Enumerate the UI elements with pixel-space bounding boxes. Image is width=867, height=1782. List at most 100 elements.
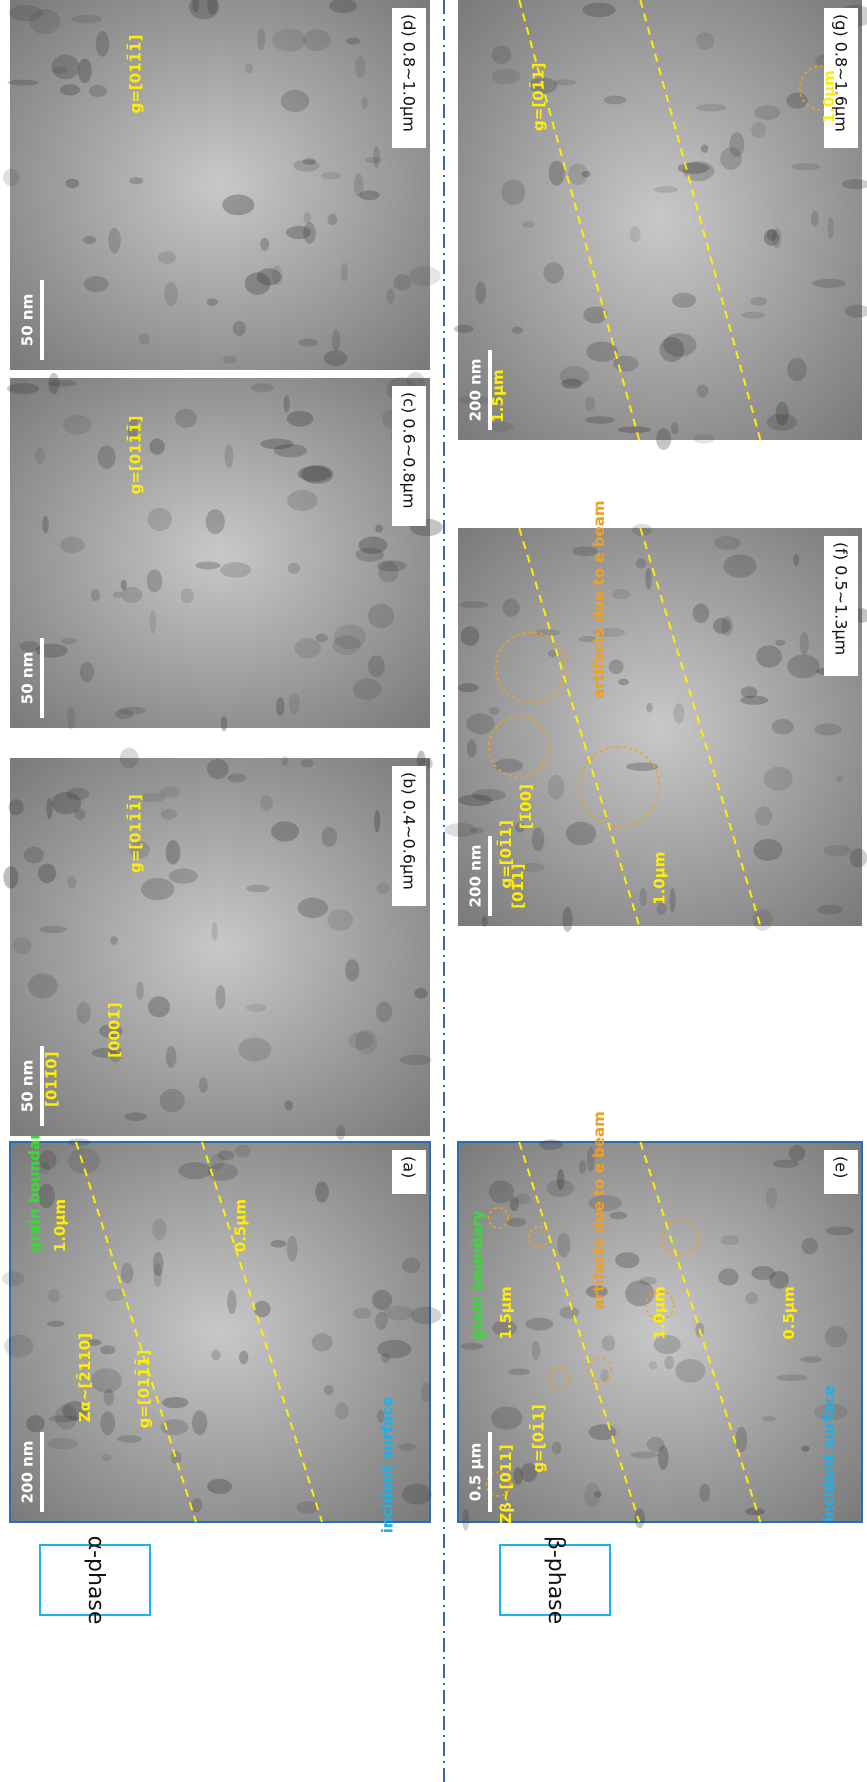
texture — [609, 1212, 627, 1219]
texture — [659, 337, 684, 362]
texture — [254, 1301, 271, 1318]
texture — [7, 383, 39, 394]
texture — [646, 703, 653, 713]
texture — [270, 1240, 286, 1248]
texture — [374, 810, 380, 833]
texture — [746, 1292, 758, 1305]
texture — [91, 589, 100, 601]
scale-bar-label: 200 nm — [19, 1441, 37, 1504]
texture — [284, 395, 290, 413]
texture — [220, 562, 251, 577]
texture — [546, 1180, 574, 1197]
panel-label: (e) — [832, 1156, 851, 1178]
texture — [583, 306, 607, 323]
texture — [322, 827, 338, 847]
annotation: 1.5μm — [489, 369, 507, 422]
texture — [67, 876, 76, 889]
texture — [466, 713, 494, 734]
texture — [136, 981, 144, 1000]
panel: (b) 0.4~0.6μm50 nm[011̄0][0001̄]g=[011̄1… — [3, 748, 432, 1141]
texture — [630, 226, 641, 242]
texture — [543, 262, 564, 283]
texture — [672, 293, 696, 308]
texture — [48, 1289, 60, 1303]
texture — [26, 1415, 45, 1432]
texture — [787, 358, 807, 382]
texture — [332, 329, 340, 351]
texture — [301, 759, 314, 767]
micrograph — [10, 758, 430, 1136]
texture — [80, 662, 94, 682]
texture — [47, 1438, 78, 1449]
texture — [387, 289, 395, 304]
texture — [207, 298, 218, 305]
texture — [766, 1187, 777, 1209]
texture — [298, 898, 328, 919]
annotation: artifacts due to e beam — [590, 1111, 608, 1309]
texture — [772, 719, 794, 735]
texture — [753, 909, 773, 931]
texture — [257, 268, 281, 285]
texture — [246, 885, 270, 893]
texture — [675, 1359, 705, 1382]
texture — [402, 1258, 420, 1274]
texture — [701, 144, 708, 152]
texture — [764, 767, 793, 791]
texture — [162, 1397, 189, 1408]
texture — [467, 739, 476, 757]
texture — [227, 1290, 236, 1314]
texture — [426, 758, 433, 769]
panel: (d) 0.8~1.0μm50 nmg=[011̄1̄] — [3, 0, 440, 370]
texture — [539, 1139, 563, 1150]
texture — [233, 321, 246, 336]
texture — [149, 438, 164, 454]
texture — [376, 1002, 392, 1023]
texture — [741, 686, 758, 698]
texture — [282, 756, 289, 766]
texture — [139, 333, 150, 345]
texture — [618, 426, 651, 433]
annotation: g=[011̄1̄] — [125, 794, 145, 873]
texture — [150, 610, 157, 634]
texture — [55, 1404, 77, 1429]
texture — [489, 1180, 514, 1203]
texture — [294, 638, 321, 658]
texture — [276, 697, 285, 716]
annotation: g=[011̄1̄] — [133, 1350, 153, 1429]
annotation: g=[011̄1̄] — [125, 416, 145, 495]
texture — [61, 638, 77, 644]
texture — [178, 1162, 211, 1179]
texture — [40, 926, 67, 933]
texture — [381, 1353, 389, 1362]
texture — [336, 1125, 345, 1140]
annotation: grain boundary — [469, 1210, 487, 1340]
texture — [96, 31, 110, 57]
texture — [532, 827, 545, 851]
annotation: g=[011̄1̄] — [125, 35, 145, 114]
texture — [414, 988, 427, 999]
texture — [693, 604, 710, 623]
texture — [549, 161, 565, 186]
texture — [394, 274, 411, 291]
texture — [751, 1266, 775, 1280]
texture — [321, 172, 341, 180]
texture — [235, 1145, 250, 1158]
texture — [506, 1218, 526, 1227]
annotation: Zα~[2̄110] — [74, 1333, 94, 1422]
texture — [355, 56, 366, 78]
texture — [175, 409, 197, 428]
texture — [303, 212, 311, 223]
texture — [2, 1271, 24, 1286]
texture — [532, 1341, 540, 1360]
texture — [341, 263, 348, 282]
annotation: 1.0μm — [651, 1286, 669, 1339]
texture — [462, 1509, 469, 1531]
texture — [361, 97, 368, 110]
texture — [52, 792, 82, 814]
texture — [272, 29, 305, 52]
texture — [383, 1306, 413, 1321]
texture — [100, 1345, 115, 1354]
texture — [552, 1442, 562, 1455]
texture — [251, 383, 274, 392]
texture — [372, 1290, 392, 1310]
